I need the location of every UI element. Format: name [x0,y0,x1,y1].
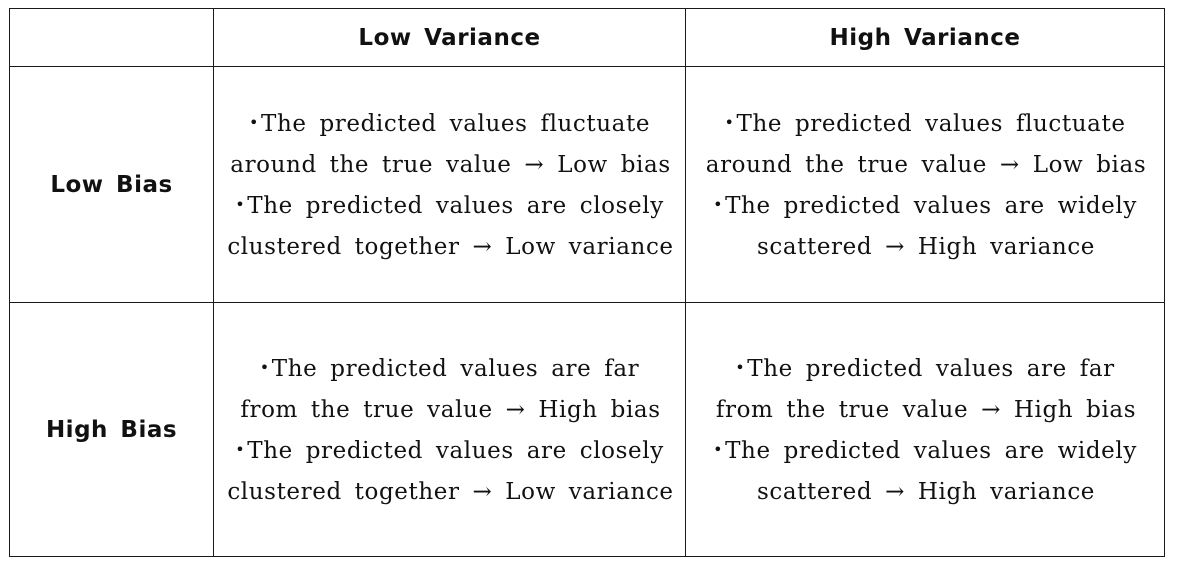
line-text: The predicted values are far [271,355,640,382]
line-text: scattered → High variance [756,478,1096,505]
line-text: from the true value → High bias [240,396,661,423]
bullet-marker: • [735,357,746,377]
line-text: from the true value → High bias [715,396,1137,423]
line-text: The predicted values are far [747,355,1115,382]
line-text: The predicted values are widely [725,192,1137,219]
cell-high-bias-low-variance: •The predicted values are far from the t… [213,302,686,557]
cell-line: scattered → High variance [686,471,1164,512]
cell-line: •The predicted values are far [686,348,1164,389]
row-header-low-bias: Low Bias [9,66,214,303]
line-text: The predicted values fluctuate [736,110,1126,137]
line-text: around the true value → Low bias [230,151,671,178]
header-row: Low Variance High Variance [9,8,1165,67]
cell-line: •The predicted values are closely [214,430,685,471]
cell-line: •The predicted values are closely [214,185,685,226]
cell-line: •The predicted values are widely [686,185,1164,226]
cell-line: •The predicted values fluctuate [214,103,685,144]
cell-line: around the true value → Low bias [686,144,1164,185]
line-text: The predicted values are widely [725,437,1137,464]
row-header-high-bias: High Bias [9,302,214,557]
cell-line: clustered together → Low variance [214,471,685,512]
cell-low-bias-high-variance: •The predicted values fluctuate around t… [685,66,1165,303]
column-header-high-variance: High Variance [685,8,1165,67]
column-header-label: High Variance [829,24,1021,51]
row-header-label: Low Bias [50,171,173,198]
bullet-marker: • [713,194,724,214]
cell-text: •The predicted values fluctuate around t… [686,103,1164,267]
bullet-marker: • [713,439,724,459]
cell-high-bias-high-variance: •The predicted values are far from the t… [685,302,1165,557]
cell-line: from the true value → High bias [686,389,1164,430]
cell-line: from the true value → High bias [214,389,685,430]
table-row-low-bias: Low Bias •The predicted values fluctuate… [9,66,1165,303]
cell-low-bias-low-variance: •The predicted values fluctuate around t… [213,66,686,303]
bullet-marker: • [724,112,735,132]
line-text: clustered together → Low variance [227,233,674,260]
cell-line: •The predicted values are widely [686,430,1164,471]
line-text: The predicted values are closely [247,437,664,464]
line-text: scattered → High variance [756,233,1096,260]
bullet-marker: • [259,357,270,377]
cell-line: around the true value → Low bias [214,144,685,185]
cell-text: •The predicted values are far from the t… [214,348,685,512]
cell-line: clustered together → Low variance [214,226,685,267]
bullet-marker: • [235,439,246,459]
row-header-label: High Bias [45,416,178,443]
cell-line: scattered → High variance [686,226,1164,267]
corner-cell [9,8,214,67]
cell-line: •The predicted values are far [214,348,685,389]
cell-text: •The predicted values are far from the t… [686,348,1164,512]
column-header-low-variance: Low Variance [213,8,686,67]
bias-variance-table: Low Variance High Variance Low Bias •The… [9,8,1165,557]
bullet-marker: • [235,194,246,214]
line-text: The predicted values are closely [247,192,664,219]
table-row-high-bias: High Bias •The predicted values are far … [9,302,1165,557]
bullet-marker: • [248,112,259,132]
cell-line: •The predicted values fluctuate [686,103,1164,144]
line-text: clustered together → Low variance [227,478,674,505]
column-header-label: Low Variance [358,24,541,51]
cell-text: •The predicted values fluctuate around t… [214,103,685,267]
line-text: The predicted values fluctuate [261,110,651,137]
line-text: around the true value → Low bias [705,151,1147,178]
